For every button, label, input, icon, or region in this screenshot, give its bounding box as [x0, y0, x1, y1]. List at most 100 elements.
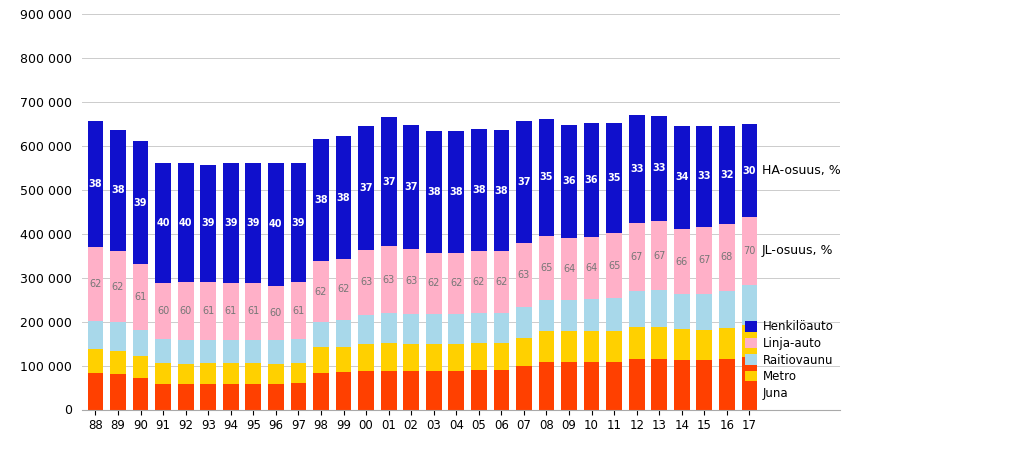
Bar	[268, 364, 284, 384]
Text: 38: 38	[427, 187, 440, 197]
Bar	[449, 131, 464, 253]
Bar	[133, 330, 148, 356]
Text: 62: 62	[473, 277, 485, 287]
Bar	[246, 283, 261, 340]
Bar	[516, 366, 531, 410]
Bar	[336, 347, 351, 372]
Bar	[674, 360, 690, 410]
Bar	[606, 233, 622, 298]
Text: 68: 68	[721, 253, 733, 263]
Bar	[381, 343, 396, 371]
Bar	[201, 283, 216, 340]
Text: HA-osuus, %: HA-osuus, %	[762, 164, 841, 177]
Bar	[561, 362, 577, 410]
Text: 63: 63	[360, 278, 372, 288]
Bar	[223, 283, 239, 340]
Bar	[381, 246, 396, 313]
Bar	[358, 344, 374, 371]
Bar	[494, 343, 509, 370]
Bar	[629, 359, 644, 410]
Bar	[539, 299, 554, 331]
Bar	[313, 261, 329, 322]
Text: 37: 37	[404, 182, 418, 192]
Bar	[651, 327, 668, 359]
Text: 38: 38	[450, 187, 463, 197]
Bar	[291, 283, 306, 339]
Bar	[494, 313, 509, 343]
Text: 60: 60	[269, 308, 282, 318]
Text: 38: 38	[337, 192, 350, 202]
Bar	[516, 243, 531, 307]
Bar	[88, 349, 103, 374]
Text: 67: 67	[631, 252, 643, 262]
Bar	[674, 126, 690, 229]
Bar	[358, 315, 374, 344]
Text: 35: 35	[540, 172, 553, 182]
Bar	[246, 384, 261, 410]
Bar	[741, 125, 758, 217]
Text: 62: 62	[496, 277, 508, 287]
Bar	[471, 370, 486, 410]
Bar	[696, 126, 713, 227]
Bar	[156, 163, 171, 283]
Text: 64: 64	[586, 263, 598, 273]
Bar	[696, 330, 713, 360]
Bar	[516, 121, 531, 243]
Bar	[741, 285, 758, 324]
Text: 38: 38	[112, 185, 125, 195]
Text: 38: 38	[89, 179, 102, 189]
Bar	[358, 126, 374, 250]
Text: 39: 39	[292, 217, 305, 228]
Bar	[88, 247, 103, 321]
Bar	[133, 356, 148, 378]
Bar	[426, 344, 441, 371]
Bar	[629, 291, 644, 327]
Text: 38: 38	[314, 195, 328, 205]
Bar	[133, 141, 148, 264]
Bar	[156, 384, 171, 410]
Text: 36: 36	[562, 177, 575, 187]
Bar	[719, 224, 735, 291]
Bar	[719, 359, 735, 410]
Bar	[223, 384, 239, 410]
Bar	[696, 360, 713, 410]
Text: 63: 63	[406, 276, 418, 286]
Bar	[403, 313, 419, 344]
Text: 33: 33	[652, 163, 666, 173]
Bar	[561, 331, 577, 362]
Text: 61: 61	[292, 306, 304, 315]
Bar	[426, 253, 441, 313]
Text: 65: 65	[608, 261, 621, 271]
Text: 38: 38	[472, 185, 485, 195]
Bar	[268, 384, 284, 410]
Bar	[201, 165, 216, 283]
Bar	[606, 298, 622, 331]
Bar	[494, 370, 509, 410]
Bar	[651, 116, 668, 221]
Text: 33: 33	[697, 172, 711, 182]
Bar	[291, 163, 306, 283]
Bar	[111, 351, 126, 374]
Bar	[246, 340, 261, 363]
Bar	[449, 371, 464, 410]
Bar	[403, 126, 419, 248]
Bar	[719, 328, 735, 359]
Bar	[88, 321, 103, 349]
Text: 62: 62	[451, 278, 463, 288]
Bar	[156, 363, 171, 384]
Bar	[223, 340, 239, 363]
Bar	[606, 362, 622, 410]
Bar	[584, 123, 599, 237]
Text: 40: 40	[157, 218, 170, 228]
Text: 67: 67	[653, 251, 666, 261]
Bar	[471, 129, 486, 251]
Bar	[584, 331, 599, 362]
Text: 62: 62	[428, 278, 440, 288]
Bar	[651, 221, 668, 290]
Bar	[606, 331, 622, 362]
Bar	[133, 378, 148, 410]
Bar	[674, 329, 690, 360]
Bar	[156, 283, 171, 339]
Bar	[629, 115, 644, 223]
Bar	[201, 384, 216, 410]
